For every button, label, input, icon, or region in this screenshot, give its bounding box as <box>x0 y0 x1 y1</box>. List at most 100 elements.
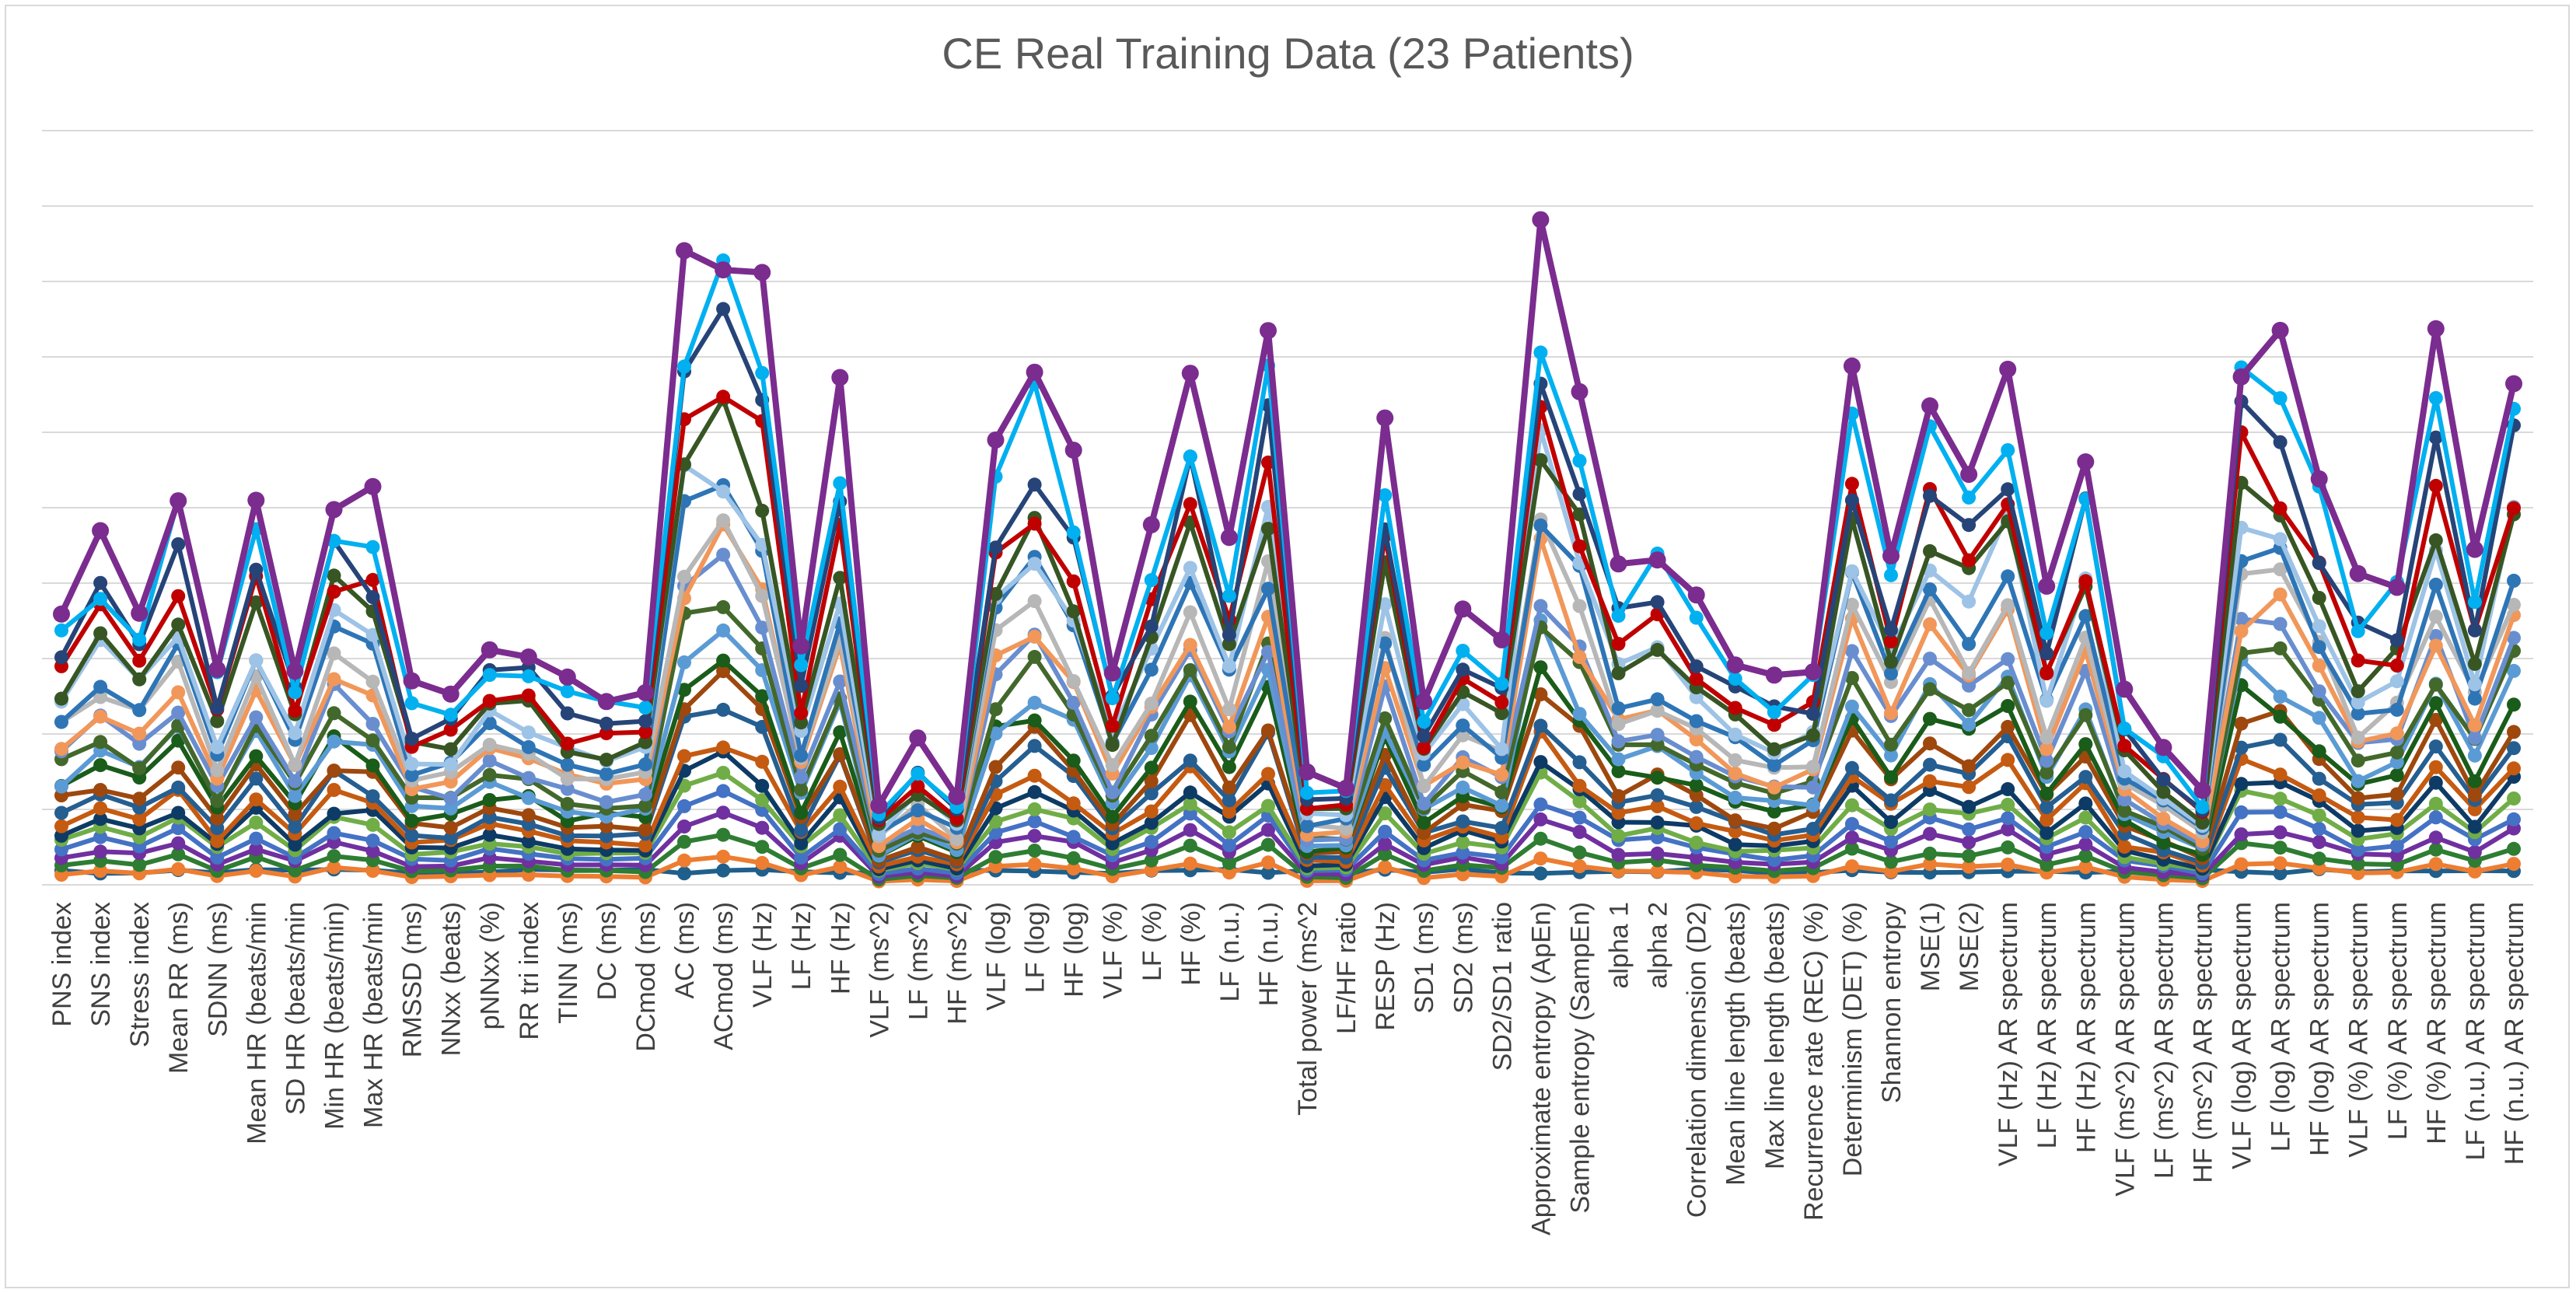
data-point <box>482 716 497 731</box>
x-tick-label: Recurrence rate (REC) (%) <box>1799 902 1829 1221</box>
data-point <box>1611 806 1626 820</box>
data-point <box>521 688 536 703</box>
x-tick-label: LF (Hz) <box>787 902 816 990</box>
data-point <box>249 831 264 846</box>
data-point <box>404 757 419 771</box>
x-tick-label: VLF (%) <box>1099 902 1128 999</box>
data-point <box>1923 617 1937 631</box>
data-point <box>93 783 108 797</box>
x-tick-label: Max HR (beats/min <box>359 902 389 1128</box>
x-tick-label: VLF (ms^2) <box>865 902 894 1038</box>
data-point <box>1650 704 1665 718</box>
data-point <box>365 789 380 804</box>
data-point <box>1728 824 1742 839</box>
data-point <box>93 830 108 844</box>
data-point <box>210 833 225 848</box>
data-point <box>1066 796 1081 811</box>
data-point <box>1767 742 1781 757</box>
data-point <box>2428 712 2443 727</box>
x-tick-label: Correlation dimension (D2) <box>1683 902 1712 1218</box>
data-point <box>1027 844 1042 858</box>
data-point <box>2117 764 2132 779</box>
data-point <box>2467 748 2482 763</box>
data-point <box>2001 719 2015 734</box>
data-point <box>1027 557 1042 571</box>
data-point <box>794 748 809 763</box>
x-tick-label: SNS index <box>86 902 116 1027</box>
x-tick-label: HF (log) AR spectrum <box>2305 902 2335 1156</box>
data-point <box>1611 666 1626 680</box>
data-point <box>2117 840 2132 854</box>
x-tick-label: VLF (Hz) <box>748 902 778 1008</box>
data-point <box>1454 600 1472 618</box>
data-point <box>2466 540 2483 558</box>
x-tick-label: VLF (log) <box>982 902 1012 1011</box>
data-point <box>677 569 691 584</box>
data-point <box>1689 778 1704 792</box>
data-point <box>716 390 731 404</box>
data-point <box>54 806 68 820</box>
x-tick-label: DCmod (ms) <box>631 902 661 1052</box>
data-point <box>1027 649 1042 664</box>
data-point <box>2234 624 2249 638</box>
series-14 <box>54 547 2521 853</box>
x-tick-label: Max line length (beats) <box>1760 902 1790 1169</box>
data-point <box>1222 589 1236 603</box>
data-point <box>288 726 302 741</box>
x-tick-label: ACmod (ms) <box>709 902 739 1050</box>
data-point <box>2234 857 2249 872</box>
data-point <box>2467 595 2482 610</box>
data-point <box>638 757 652 772</box>
x-tick-label: Min HR (beats/min) <box>320 902 349 1130</box>
data-point <box>1923 826 1937 841</box>
data-point <box>2312 744 2326 759</box>
data-point <box>716 806 731 820</box>
data-point <box>404 732 419 746</box>
data-point <box>911 840 925 854</box>
data-point <box>54 819 68 833</box>
data-point <box>2001 482 2015 497</box>
data-point <box>1962 518 1977 533</box>
data-point <box>1650 595 1665 610</box>
data-point <box>1884 634 1898 648</box>
series-line <box>61 854 2515 884</box>
data-point <box>2467 788 2482 802</box>
data-point <box>2273 709 2288 724</box>
data-point <box>1183 753 1197 768</box>
data-point <box>2351 684 2365 699</box>
x-tick-label: SD2/SD1 ratio <box>1487 902 1517 1071</box>
data-point <box>677 866 691 881</box>
data-point <box>1027 739 1042 753</box>
data-point <box>1261 823 1275 837</box>
data-point <box>2001 699 2015 713</box>
data-point <box>1144 804 1159 819</box>
x-tick-label: HF (Hz) <box>826 902 855 994</box>
data-point <box>443 742 458 757</box>
data-point <box>1689 732 1704 747</box>
data-point <box>1844 564 1859 578</box>
data-point <box>1337 779 1355 797</box>
data-point <box>1923 543 1937 558</box>
data-point <box>1805 798 1820 812</box>
data-point <box>521 834 536 849</box>
data-point <box>443 801 458 816</box>
data-point <box>2312 835 2326 849</box>
data-point <box>1066 851 1081 865</box>
data-point <box>171 821 186 836</box>
data-point <box>1923 846 1937 861</box>
data-point <box>327 783 341 797</box>
data-point <box>2351 753 2365 768</box>
data-point <box>2507 857 2521 872</box>
data-point <box>171 705 186 720</box>
data-point <box>1220 529 1238 547</box>
data-point <box>1844 477 1859 491</box>
data-point <box>677 853 691 868</box>
data-point <box>1844 597 1859 612</box>
data-point <box>716 849 731 864</box>
data-point <box>1923 682 1937 697</box>
data-point <box>2351 857 2365 871</box>
data-point <box>54 650 68 665</box>
data-point <box>2078 810 2093 825</box>
data-point <box>2467 731 2482 746</box>
data-point <box>1728 753 1742 767</box>
